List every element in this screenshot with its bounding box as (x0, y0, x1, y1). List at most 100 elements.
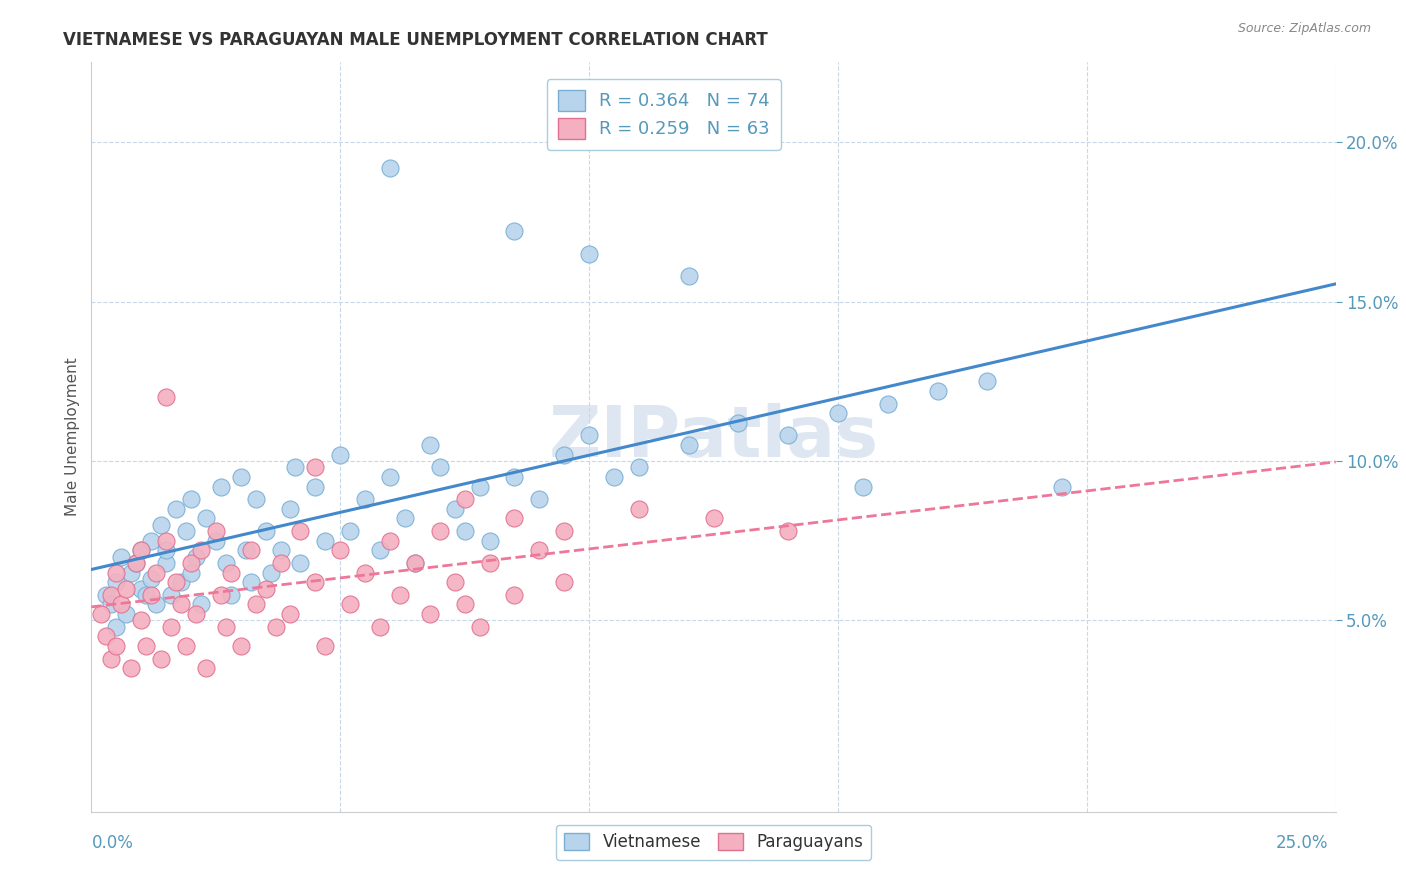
Point (229, 470, 252, 484)
Point (180, 556, 202, 570)
Point (165, 501, 187, 516)
Point (264, 620, 287, 634)
Point (876, 396, 898, 410)
Point (190, 543, 212, 558)
Text: 0.0%: 0.0% (91, 834, 134, 852)
Point (180, 492, 202, 507)
Point (553, 448, 575, 462)
Point (139, 533, 162, 548)
Point (105, 639, 128, 653)
Point (404, 556, 426, 570)
Point (96, 588, 118, 602)
Point (129, 582, 152, 596)
Point (270, 543, 292, 558)
Point (578, 428, 600, 442)
Point (284, 460, 307, 475)
Point (378, 533, 401, 548)
Point (105, 575, 128, 590)
Point (239, 575, 262, 590)
Point (155, 556, 177, 570)
Point (155, 543, 177, 558)
Point (120, 566, 142, 580)
Point (852, 479, 875, 493)
Point (180, 566, 202, 580)
Point (339, 524, 361, 538)
Point (100, 651, 122, 665)
Point (329, 448, 352, 462)
Point (174, 639, 197, 653)
Point (304, 575, 326, 590)
Point (603, 470, 626, 484)
Point (174, 524, 197, 538)
Point (100, 598, 122, 612)
Point (129, 543, 152, 558)
Y-axis label: Male Unemployment: Male Unemployment (65, 358, 80, 516)
Point (165, 575, 187, 590)
Point (702, 511, 725, 525)
Point (429, 460, 451, 475)
Point (215, 556, 238, 570)
Point (453, 598, 475, 612)
Point (115, 607, 138, 621)
Point (553, 524, 575, 538)
Point (135, 639, 157, 653)
Point (678, 268, 700, 283)
Point (778, 524, 800, 538)
Point (150, 651, 173, 665)
Point (110, 598, 132, 612)
Point (1050, 479, 1073, 493)
Point (927, 384, 949, 398)
Point (388, 588, 411, 602)
Point (354, 492, 377, 507)
Point (205, 533, 228, 548)
Point (627, 501, 650, 516)
Point (219, 588, 242, 602)
Point (354, 566, 377, 580)
Point (190, 598, 212, 612)
Point (314, 533, 336, 548)
Point (235, 543, 257, 558)
Point (100, 588, 122, 602)
Point (339, 598, 361, 612)
Point (125, 556, 148, 570)
Point (139, 572, 162, 586)
Point (378, 470, 401, 484)
Point (150, 517, 173, 532)
Point (443, 501, 465, 516)
Point (378, 161, 401, 175)
Point (125, 556, 148, 570)
Point (976, 374, 998, 388)
Point (184, 549, 207, 564)
Point (429, 524, 451, 538)
Point (209, 479, 232, 493)
Point (160, 588, 183, 602)
Point (419, 607, 441, 621)
Point (155, 390, 177, 404)
Point (503, 470, 526, 484)
Point (468, 620, 491, 634)
Point (145, 598, 167, 612)
Point (209, 588, 232, 602)
Point (503, 511, 526, 525)
Point (394, 511, 416, 525)
Point (229, 639, 252, 653)
Point (727, 416, 749, 430)
Text: VIETNAMESE VS PARAGUAYAN MALE UNEMPLOYMENT CORRELATION CHART: VIETNAMESE VS PARAGUAYAN MALE UNEMPLOYME… (63, 31, 768, 49)
Point (503, 588, 526, 602)
Point (468, 479, 491, 493)
Point (110, 549, 132, 564)
Point (170, 598, 193, 612)
Point (105, 566, 128, 580)
Point (155, 533, 177, 548)
Point (290, 524, 312, 538)
Point (503, 224, 526, 238)
Point (129, 614, 152, 628)
Point (290, 556, 312, 570)
Point (529, 492, 551, 507)
Point (120, 661, 142, 675)
Point (115, 582, 138, 596)
Point (529, 543, 551, 558)
Legend: Vietnamese, Paraguayans: Vietnamese, Paraguayans (555, 825, 872, 860)
Point (280, 607, 302, 621)
Point (245, 492, 267, 507)
